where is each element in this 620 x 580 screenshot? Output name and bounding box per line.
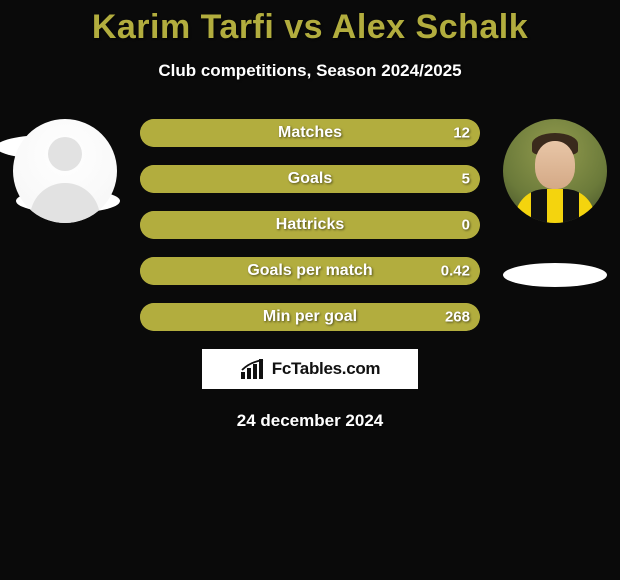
stat-row: Min per goal 268 bbox=[140, 303, 480, 331]
avatar-face-icon bbox=[535, 141, 575, 189]
silhouette-head-icon bbox=[48, 137, 82, 171]
player-left-column bbox=[0, 119, 130, 213]
stat-value-right: 5 bbox=[462, 171, 470, 188]
stat-label: Min per goal bbox=[263, 308, 357, 326]
branding-badge[interactable]: FcTables.com bbox=[202, 349, 418, 389]
player-left-avatar bbox=[13, 119, 117, 223]
bar-chart-icon bbox=[240, 358, 266, 380]
stat-value-right: 12 bbox=[453, 125, 470, 142]
stat-row: Hattricks 0 bbox=[140, 211, 480, 239]
stat-row: Matches 12 bbox=[140, 119, 480, 147]
stat-row: Goals 5 bbox=[140, 165, 480, 193]
snapshot-date: 24 december 2024 bbox=[0, 411, 620, 431]
stat-label: Hattricks bbox=[276, 216, 344, 234]
avatar-jersey-icon bbox=[515, 189, 595, 223]
stat-label: Goals bbox=[288, 170, 332, 188]
stat-value-right: 0.42 bbox=[441, 263, 470, 280]
silhouette-body-icon bbox=[30, 183, 100, 223]
player-right-shadow bbox=[503, 263, 607, 287]
player-right-column bbox=[490, 119, 620, 287]
player-right-avatar bbox=[503, 119, 607, 223]
branding-text: FcTables.com bbox=[272, 359, 381, 379]
content-area: Matches 12 Goals 5 Hattricks 0 Goals per match… bbox=[0, 119, 620, 431]
stat-label: Matches bbox=[278, 124, 342, 142]
stat-row: Goals per match 0.42 bbox=[140, 257, 480, 285]
comparison-card: Karim Tarfi vs Alex Schalk Club competit… bbox=[0, 0, 620, 580]
stat-label: Goals per match bbox=[247, 262, 372, 280]
subtitle: Club competitions, Season 2024/2025 bbox=[0, 61, 620, 81]
stat-value-right: 0 bbox=[462, 217, 470, 234]
stat-value-right: 268 bbox=[445, 309, 470, 326]
stats-list: Matches 12 Goals 5 Hattricks 0 Goals per match… bbox=[140, 119, 480, 331]
page-title: Karim Tarfi vs Alex Schalk bbox=[0, 0, 620, 47]
